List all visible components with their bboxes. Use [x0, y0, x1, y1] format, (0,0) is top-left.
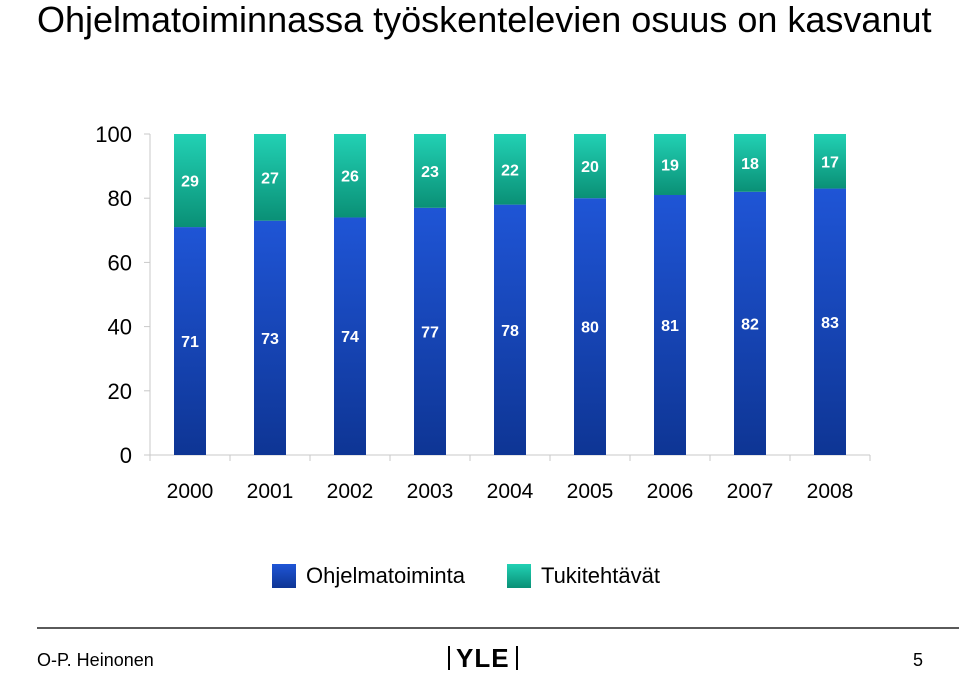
x-tick-label: 2007	[727, 480, 774, 503]
bar-ohjelmatoiminta	[414, 207, 446, 455]
data-label-tukitehtavat: 19	[661, 157, 679, 174]
x-tick-label: 2006	[647, 480, 694, 503]
legend-swatch-ohjelmatoiminta	[272, 564, 296, 588]
x-tick-label: 2004	[487, 480, 534, 503]
y-tick-label: 60	[108, 250, 132, 275]
page-title: Ohjelmatoiminnassa työskentelevien osuus…	[37, 0, 932, 40]
logo-bar-left	[448, 646, 450, 670]
bar-tukitehtavat	[174, 134, 206, 228]
bar-tukitehtavat	[254, 134, 286, 221]
data-label-tukitehtavat: 27	[261, 170, 279, 187]
data-label-ohjelmatoiminta: 82	[741, 316, 759, 333]
x-tick-label: 2008	[807, 480, 854, 503]
data-label-ohjelmatoiminta: 71	[181, 334, 199, 351]
chart-bars	[174, 134, 846, 456]
bar-ohjelmatoiminta	[654, 194, 686, 456]
bar-tukitehtavat	[414, 134, 446, 208]
bar-ohjelmatoiminta	[574, 198, 606, 455]
x-tick-label: 2000	[167, 480, 214, 503]
bar-tukitehtavat	[654, 134, 686, 195]
bar-ohjelmatoiminta	[174, 227, 206, 455]
legend-swatch-tukitehtavat	[506, 564, 531, 588]
bar-ohjelmatoiminta	[334, 217, 366, 455]
bar-ohjelmatoiminta	[254, 220, 286, 455]
y-tick-label: 40	[108, 315, 132, 340]
legend-label-ohjelmatoiminta: Ohjelmatoiminta	[306, 563, 465, 588]
data-label-tukitehtavat: 20	[581, 159, 599, 176]
y-tick-label: 0	[120, 443, 132, 468]
data-label-ohjelmatoiminta: 74	[341, 329, 359, 346]
data-label-ohjelmatoiminta: 73	[261, 331, 279, 348]
bar-ohjelmatoiminta	[734, 191, 766, 455]
bar-ohjelmatoiminta	[494, 204, 526, 455]
logo-text: YLE	[456, 642, 510, 673]
y-tick-label: 100	[95, 122, 132, 147]
data-label-ohjelmatoiminta: 83	[821, 315, 839, 332]
data-label-tukitehtavat: 23	[421, 164, 439, 181]
data-label-ohjelmatoiminta: 78	[501, 323, 519, 340]
page-number: 5	[912, 650, 923, 670]
y-tick-label: 80	[108, 186, 132, 211]
bar-tukitehtavat	[334, 134, 366, 218]
bar-tukitehtavat	[814, 134, 846, 189]
data-label-tukitehtavat: 18	[741, 156, 759, 173]
data-label-ohjelmatoiminta: 80	[581, 320, 599, 337]
data-label-tukitehtavat: 29	[181, 174, 199, 191]
x-tick-label: 2003	[407, 480, 454, 503]
chart-legend: Ohjelmatoiminta Tukitehtävät	[272, 562, 702, 590]
legend-item-ohjelmatoiminta: Ohjelmatoiminta	[272, 563, 465, 589]
data-label-tukitehtavat: 22	[501, 162, 519, 179]
x-tick-label: 2002	[327, 480, 374, 503]
footer-divider	[37, 627, 959, 629]
data-label-tukitehtavat: 17	[821, 154, 839, 171]
bar-ohjelmatoiminta	[814, 188, 846, 455]
y-tick-label: 20	[108, 379, 132, 404]
data-label-tukitehtavat: 26	[341, 169, 359, 186]
legend-label-tukitehtavat: Tukitehtävät	[540, 563, 660, 588]
data-label-ohjelmatoiminta: 81	[661, 318, 679, 335]
chart-labels: 2000 71 29 2001 73 27 2002 74 26 2003 77 23 2004 78 22…	[167, 154, 854, 503]
footer-author: O-P. Heinonen	[37, 650, 154, 670]
data-label-ohjelmatoiminta: 77	[421, 324, 439, 341]
logo-bar-right	[515, 646, 518, 670]
x-tick-label: 2005	[567, 480, 614, 503]
yle-logo: YLE	[442, 642, 524, 673]
bar-tukitehtavat	[734, 134, 766, 192]
legend-item-tukitehtavat: Tukitehtävät	[506, 563, 660, 589]
bar-tukitehtavat	[494, 134, 526, 205]
x-tick-label: 2001	[247, 480, 294, 503]
bar-tukitehtavat	[574, 134, 606, 199]
